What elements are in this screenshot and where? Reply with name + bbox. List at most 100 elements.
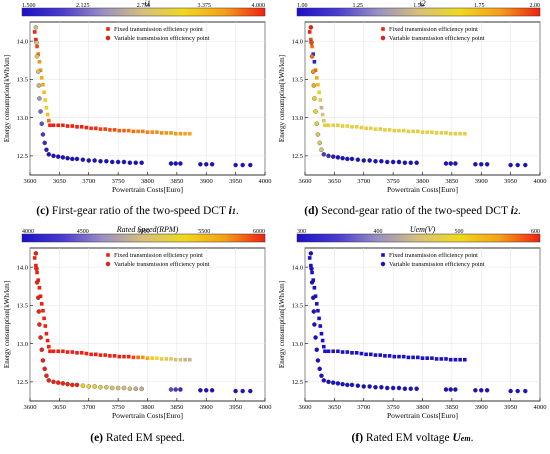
variable-efficiency-point [80, 157, 86, 162]
colorbar-tick-label: 1.500 [22, 3, 36, 9]
fixed-efficiency-point [122, 128, 126, 133]
variable-efficiency-point [326, 379, 331, 385]
fixed-efficiency-point [89, 126, 93, 131]
variable-efficiency-point [38, 109, 43, 114]
variable-efficiency-point [385, 385, 390, 391]
variable-efficiency-point [355, 383, 361, 388]
variable-efficiency-point [414, 386, 419, 392]
fixed-efficiency-point [392, 128, 397, 133]
variable-efficiency-point [115, 385, 121, 391]
fixed-efficiency-point [323, 123, 327, 128]
variable-efficiency-point [248, 162, 253, 168]
fixed-efficiency-point [317, 90, 321, 95]
fixed-efficiency-point [89, 352, 93, 357]
variable-efficiency-point [484, 162, 490, 167]
legend-entry: Variable transmission efficiency point [389, 35, 485, 42]
fixed-efficiency-point [316, 82, 320, 87]
fixed-efficiency-point [36, 52, 41, 56]
variable-efficiency-point [308, 25, 314, 30]
variable-efficiency-point [127, 160, 133, 166]
variable-efficiency-point [36, 309, 42, 314]
y-tick-label: 12.5 [17, 379, 28, 386]
fixed-efficiency-point [378, 127, 382, 131]
y-axis-label: Energy consumption[kWh/km] [3, 281, 11, 368]
x-axis-label: Powertrain Costs[Euro] [387, 185, 458, 194]
variable-efficiency-point [379, 158, 384, 164]
fixed-efficiency-point [79, 125, 84, 129]
fixed-efficiency-point [136, 355, 140, 360]
x-tick-label: 3600 [299, 178, 312, 185]
caption-text: First-gear ratio of the two-speed DCT [51, 205, 226, 217]
y-tick-label: 13.0 [17, 341, 28, 348]
legend-entry: Fixed transmission efficiency point [114, 252, 203, 259]
legend-square-marker [106, 27, 110, 31]
variable-efficiency-point [478, 162, 484, 167]
fixed-efficiency-point [316, 308, 320, 313]
fixed-efficiency-point [42, 90, 46, 95]
x-tick-label: 3600 [24, 404, 37, 411]
fixed-efficiency-point [41, 308, 45, 313]
variable-efficiency-point [115, 159, 121, 165]
x-tick-label: 3950 [504, 404, 517, 411]
fixed-efficiency-point [430, 130, 434, 134]
variable-efficiency-point [80, 383, 86, 388]
x-tick-label: 3800 [416, 404, 429, 411]
caption-letter: (d) [304, 205, 319, 217]
variable-efficiency-point [314, 347, 320, 352]
caption-subscript: em [460, 434, 471, 443]
x-tick-label: 3850 [170, 178, 183, 185]
caption-variable: i [510, 205, 514, 217]
variable-efficiency-point [65, 381, 70, 387]
legend-circle-marker [380, 261, 386, 267]
variable-efficiency-point [37, 96, 42, 101]
colorbar [21, 7, 266, 17]
legend-square-marker [381, 27, 385, 31]
fixed-efficiency-point [383, 128, 387, 132]
colorbar-title: Uem(V) [410, 225, 436, 234]
x-tick-label: 3750 [112, 404, 125, 411]
fixed-efficiency-point [307, 30, 312, 34]
variable-efficiency-point [133, 386, 138, 392]
fixed-efficiency-point [48, 349, 52, 354]
variable-efficiency-point [309, 54, 315, 59]
fixed-efficiency-point [439, 131, 444, 135]
y-tick-label: 12.5 [292, 379, 303, 386]
variable-efficiency-point [523, 162, 528, 168]
caption-letter: (c) [36, 205, 50, 217]
variable-efficiency-point [178, 161, 183, 166]
variable-efficiency-point [240, 162, 245, 168]
panel-c-chart: i1 1.500 2.125 2.750 3.375 4.000 3600 3650 3700 3… [3, 0, 272, 194]
fixed-efficiency-point [463, 357, 467, 362]
fixed-efficiency-point [311, 52, 316, 56]
fixed-efficiency-point [397, 128, 401, 133]
fixed-efficiency-point [56, 123, 60, 128]
colorbar-tick-label: 500 [455, 229, 464, 235]
variable-efficiency-point [311, 309, 317, 314]
colorbar-tick-label: 2.00 [530, 3, 541, 9]
caption-text: Rated EM voltage [365, 432, 450, 444]
fixed-efficiency-point [378, 353, 382, 357]
fixed-efficiency-point [392, 354, 397, 359]
x-tick-label: 3750 [387, 178, 400, 185]
variable-efficiency-point [38, 335, 43, 340]
y-tick-label: 12.5 [17, 153, 28, 160]
variable-efficiency-point [46, 378, 52, 383]
legend-entry: Fixed transmission efficiency point [114, 26, 203, 33]
x-tick-label: 3950 [229, 178, 242, 185]
x-tick-label: 3950 [229, 404, 242, 411]
variable-efficiency-point [385, 159, 390, 165]
colorbar-tick-label: 1.00 [297, 3, 308, 9]
fixed-efficiency-point [164, 357, 169, 361]
x-tick-label: 4000 [259, 178, 272, 185]
variable-efficiency-point [313, 335, 318, 340]
fixed-efficiency-point [434, 357, 439, 361]
x-axis-label: Powertrain Costs[Euro] [387, 411, 458, 420]
fixed-efficiency-point [322, 118, 326, 123]
variable-efficiency-point [321, 152, 327, 157]
panel-c-caption: (c) First-gear ratio of the two-speed DC… [0, 205, 275, 217]
fixed-efficiency-point [373, 353, 378, 357]
fixed-efficiency-point [336, 349, 340, 354]
fixed-efficiency-point [35, 44, 39, 49]
fixed-efficiency-point [312, 59, 317, 64]
colorbar [296, 7, 541, 17]
